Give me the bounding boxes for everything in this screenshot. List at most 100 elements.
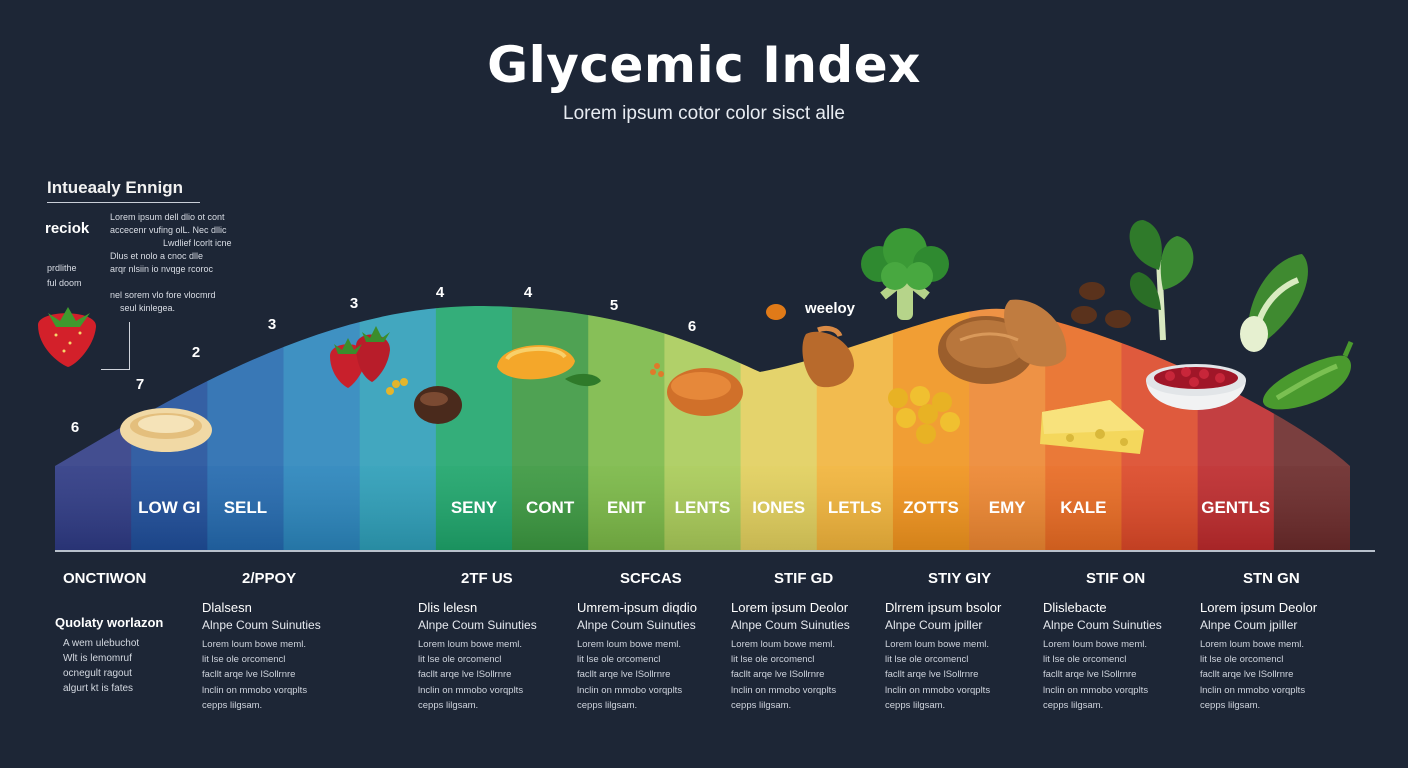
arc-number: 6 (688, 318, 696, 335)
column-line: Lorem loum bowe meml. (885, 639, 990, 650)
column-title: Dlislebacte (1043, 600, 1107, 615)
side-label: reciok (45, 220, 90, 237)
column-line: cepps lilgsam. (577, 699, 638, 711)
column-line: Lorem loum bowe meml. (577, 639, 682, 650)
column-line: facllt arqe lve lSollrnre (731, 669, 825, 681)
chickpeas-icon (888, 386, 960, 444)
left-line: A wem ulebuchot (63, 638, 140, 649)
side-line: Lwdlief lcorlt icne (163, 238, 232, 248)
zucchini-icon (1262, 341, 1354, 410)
side-heading-underline (47, 202, 200, 203)
arc-numbers: 6 7 2 3 3 4 4 5 6 (71, 284, 696, 436)
chestnut-icon (386, 386, 462, 424)
arc-number: 7 (136, 376, 144, 393)
strawberry-icon (38, 307, 97, 367)
column-text: Lorem loum bowe meml. lit lse ole orcomen… (1200, 637, 1305, 713)
arc-number: 6 (71, 419, 79, 436)
column-line: lit lse ole orcomencl (202, 654, 286, 666)
side-line: Lorem ipsum dell dlio ot cont (110, 212, 225, 222)
cheese-icon (1040, 400, 1144, 454)
column-subtitle: Alnpe Coum jpiller (1200, 618, 1298, 632)
peanut-icon (766, 304, 786, 320)
column-line: Lorem loum bowe meml. (202, 639, 307, 650)
band-shading (55, 466, 1350, 550)
column-text: Lorem loum bowe meml. lit lse ole orcomen… (418, 637, 523, 713)
band-label: KALE (1060, 498, 1106, 517)
strawberries-icon (330, 326, 408, 388)
column-head: STIF ON (1086, 570, 1146, 587)
bread-loaf-icon (938, 299, 1067, 384)
band-label: LENTS (675, 498, 731, 517)
page-subtitle: Lorem ipsum cotor color sisct alle (563, 103, 845, 124)
band-label: IONES (752, 498, 805, 517)
side-line: nel sorem vlo fore vlocmrd (110, 290, 216, 300)
axis-line (55, 550, 1375, 552)
gi-band-top (664, 306, 742, 466)
column-text: Lorem loum bowe meml. lit lse ole orcomen… (731, 637, 836, 713)
band-label: ENIT (607, 498, 646, 517)
left-line: Wlt is lemomruf (63, 653, 132, 664)
column-text: Lorem loum bowe meml. lit lse ole orcomen… (202, 637, 307, 713)
column-text: Lorem loum bowe meml. lit lse ole orcomen… (1043, 637, 1148, 713)
column-subtitle: Alnpe Coum Suinuties (202, 618, 321, 632)
flatbread-icon (120, 408, 212, 452)
column-subtitle: Alnpe Coum Suinuties (418, 618, 537, 632)
gi-band-top (588, 306, 666, 466)
gi-band-top (512, 306, 589, 466)
column-subtitle: Alnpe Coum Suinuties (577, 618, 696, 632)
column-line: cepps lilgsam. (731, 699, 792, 711)
column-title: Lorem ipsum Deolor (1200, 600, 1318, 615)
left-head: ONCTIWON (63, 570, 147, 587)
left-text: A wem ulebuchot Wlt is lemomruf ocnegult… (63, 636, 139, 696)
arc-label: weeloy (804, 300, 856, 317)
left-title: Quolaty worlazon (55, 615, 164, 630)
arc-number: 4 (524, 284, 533, 301)
column-line: facllt arqe lve lSollrnre (1043, 669, 1137, 681)
band-label: ZOTTS (903, 498, 959, 517)
side-line: arqr nlsiin io nvqge rcoroc (110, 264, 214, 274)
column-line: cepps lilgsam. (418, 699, 479, 711)
column-text: Lorem loum bowe meml. lit lse ole orcomen… (577, 637, 682, 713)
broccoli-icon (861, 228, 949, 320)
side-line: Dlus et nolo a cnoc dlle (110, 251, 204, 261)
column-line: Lorem loum bowe meml. (1200, 639, 1305, 650)
column-line: cepps lilgsam. (885, 699, 946, 711)
column-title: Lorem ipsum Deolor (731, 600, 849, 615)
bok-choy-icon (1240, 254, 1308, 352)
column-line: cepps lilgsam. (202, 699, 263, 711)
band-label: GENTLS (1201, 498, 1270, 517)
side-label-2: prdlithe (47, 263, 77, 273)
column-line: lnclin on mmobo vorqplts (418, 684, 524, 696)
column-line: lit lse ole orcomencl (1200, 654, 1284, 666)
column-line: Lorem loum bowe meml. (731, 639, 836, 650)
column-line: lit lse ole orcomencl (1043, 654, 1127, 666)
bracket-line (101, 369, 130, 370)
column-line: lit lse ole orcomencl (418, 654, 502, 666)
pasta-shell-icon (497, 345, 601, 387)
side-heading: Intueaaly Ennign (47, 178, 184, 197)
coffee-beans-icon (1071, 282, 1131, 328)
column-line: cepps lilgsam. (1043, 699, 1104, 711)
column-title: Umrem-ipsum diqdio (577, 600, 697, 615)
arc-number: 2 (192, 344, 200, 361)
column-line: facllt arqe lve lSollrnre (885, 669, 979, 681)
side-label-3: ful doom (47, 278, 82, 288)
band-labels: LOW GI SELL SENY CONT ENIT LENTS IONES LETLS ZOT… (138, 498, 1270, 517)
column-line: lnclin on mmobo vorqplts (1043, 684, 1149, 696)
column-head: STIF GD (774, 570, 834, 587)
column-line: lnclin on mmobo vorqplts (885, 684, 991, 696)
band-label: SELL (224, 498, 267, 517)
arc-number: 3 (268, 316, 276, 333)
column-line: lnclin on mmobo vorqplts (202, 684, 308, 696)
side-line: seul kinlegea. (120, 303, 176, 313)
bracket-line (129, 322, 130, 370)
column-title: Dlrrem ipsum bsolor (885, 600, 1002, 615)
column-subtitle: Alnpe Coum Suinuties (731, 618, 850, 632)
column-head: STN GN (1243, 570, 1300, 587)
page-title: Glycemic Index (487, 36, 921, 94)
band-label: SENY (451, 498, 498, 517)
column-head: SCFCAS (620, 570, 682, 587)
column-head: 2TF US (461, 570, 513, 587)
column-line: Lorem loum bowe meml. (1043, 639, 1148, 650)
